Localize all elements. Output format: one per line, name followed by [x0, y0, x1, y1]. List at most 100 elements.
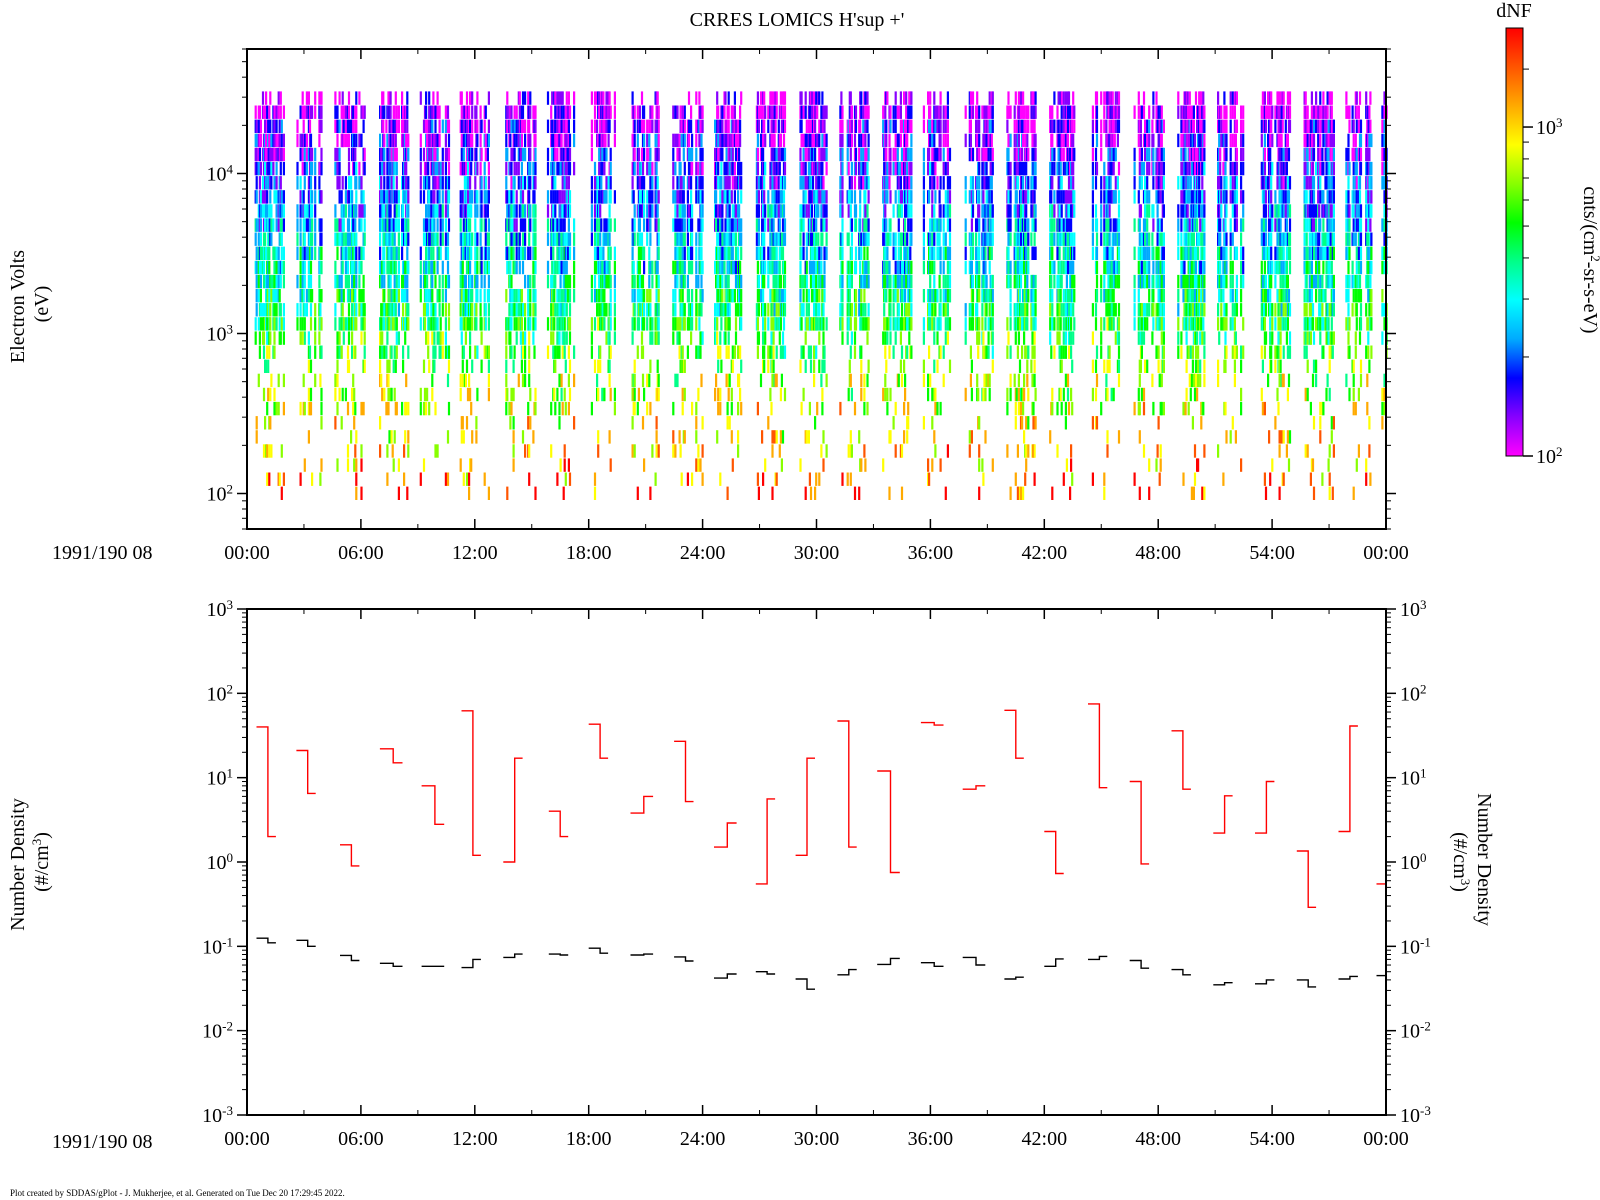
- spectrogram-cell: [991, 458, 994, 472]
- spectrogram-cell: [850, 161, 853, 176]
- spectrogram-cell: [756, 133, 759, 148]
- spectrogram-cell: [976, 373, 979, 388]
- spectrogram-cell: [336, 289, 339, 303]
- spectrogram-cell: [439, 176, 442, 190]
- spectrogram-cell: [723, 133, 726, 148]
- spectrogram-cell: [475, 317, 478, 331]
- spectrogram-cell: [777, 119, 780, 133]
- spectrogram-cell: [964, 133, 967, 148]
- spectrogram-cell: [556, 105, 559, 119]
- spectrogram-cell: [674, 204, 677, 218]
- spectrogram-cell: [976, 303, 979, 317]
- spectrogram-cell: [546, 161, 550, 176]
- spectrogram-cell: [259, 204, 262, 218]
- spectrogram-cell: [638, 274, 641, 289]
- spectrogram-cell: [609, 246, 612, 260]
- spectrogram-cell: [441, 303, 444, 317]
- spectrogram-cell: [397, 486, 400, 500]
- spectrogram-cell: [266, 317, 269, 331]
- spectrogram-cell: [971, 147, 975, 162]
- spectrogram-cell: [305, 289, 308, 303]
- spectrogram-cell: [258, 331, 261, 345]
- spectrogram-cell: [431, 387, 434, 402]
- spectrogram-cell: [425, 331, 428, 345]
- spectrogram-cell: [527, 303, 530, 317]
- spectrogram-cell: [821, 133, 824, 148]
- spectrogram-cell: [674, 190, 677, 204]
- spectrogram-cell: [510, 387, 513, 402]
- spectrogram-cell: [605, 147, 608, 162]
- spectrogram-cell: [775, 176, 778, 190]
- spectrogram-cell: [656, 176, 659, 190]
- spectrogram-cell: [867, 176, 870, 190]
- spectrogram-cell: [299, 176, 302, 190]
- spectrogram-cell: [521, 218, 525, 232]
- spectrogram-cell: [434, 444, 437, 458]
- spectrogram-cell: [934, 119, 937, 133]
- spectrogram-cell: [353, 133, 356, 148]
- spectrogram-cell: [438, 190, 441, 204]
- spectrogram-cell: [465, 91, 469, 105]
- spectrogram-cell: [646, 401, 649, 416]
- spectrogram-cell: [939, 119, 942, 133]
- spectrogram-cell: [976, 176, 979, 190]
- spectrogram-cell: [823, 105, 826, 119]
- spectrogram-cell: [697, 274, 700, 289]
- spectrogram-cell: [441, 147, 444, 162]
- spectrogram-cell: [428, 260, 431, 275]
- spectrogram-cell: [964, 190, 967, 204]
- spectrogram-cell: [636, 133, 639, 148]
- spectrogram-cell: [268, 289, 271, 303]
- spectrogram-cell: [558, 401, 561, 416]
- spectrogram-cell: [969, 133, 972, 148]
- spectrogram-cell: [676, 274, 679, 289]
- spectrogram-cell: [512, 246, 515, 260]
- spectrogram-cell: [740, 401, 743, 416]
- spectrogram-cell: [609, 387, 612, 402]
- spectrogram-cell: [280, 190, 283, 204]
- spectrogram-cell: [825, 218, 828, 232]
- spectrogram-cell: [510, 401, 513, 416]
- spectrogram-cell: [894, 190, 897, 204]
- spectrogram-cell: [590, 331, 593, 345]
- spectrogram-cell: [299, 401, 302, 416]
- spectrogram-cell: [608, 373, 611, 388]
- spectrogram-cell: [460, 133, 463, 148]
- spectrogram-cell: [631, 91, 634, 105]
- spectrogram-cell: [556, 246, 559, 260]
- spectrogram-cell: [978, 317, 981, 331]
- spectrogram-cell: [805, 430, 808, 444]
- spectrogram-cell: [931, 289, 934, 303]
- spectrogram-cell: [866, 161, 869, 176]
- spectrogram-cell: [822, 317, 825, 331]
- spectrogram-cell: [563, 260, 566, 275]
- spectrogram-cell: [800, 218, 803, 232]
- spectrogram-cell: [407, 444, 410, 458]
- spectrogram-cell: [896, 289, 899, 303]
- spectrogram-cell: [775, 190, 778, 204]
- spectrogram-cell: [512, 359, 515, 373]
- spectrogram-cell: [564, 119, 567, 133]
- spectrogram-cell: [944, 161, 947, 176]
- spectrogram-cell: [938, 190, 941, 204]
- spectrogram-cell: [657, 331, 660, 345]
- spectrogram-cell: [683, 260, 686, 275]
- spectrogram-cell: [419, 289, 422, 303]
- spectrogram-cell: [459, 373, 462, 388]
- spectrogram-cell: [853, 190, 857, 204]
- spectrogram-cell: [850, 260, 853, 275]
- spectrogram-cell: [428, 119, 431, 133]
- spectrogram-cell: [683, 105, 686, 119]
- spectrogram-cell: [446, 373, 450, 388]
- spectrogram-cell: [701, 161, 704, 176]
- spectrogram-cell: [757, 190, 760, 204]
- spectrogram-cell: [866, 246, 869, 260]
- spectrogram-cell: [303, 232, 306, 246]
- spectrogram-cell: [264, 161, 267, 176]
- spectrogram-cell: [948, 218, 952, 232]
- spectrogram-cell: [849, 147, 852, 162]
- spectrogram-cell: [687, 218, 691, 232]
- spectrogram-cell: [691, 147, 694, 162]
- spectrogram-cell: [909, 246, 912, 260]
- spectrogram-cell: [419, 133, 422, 148]
